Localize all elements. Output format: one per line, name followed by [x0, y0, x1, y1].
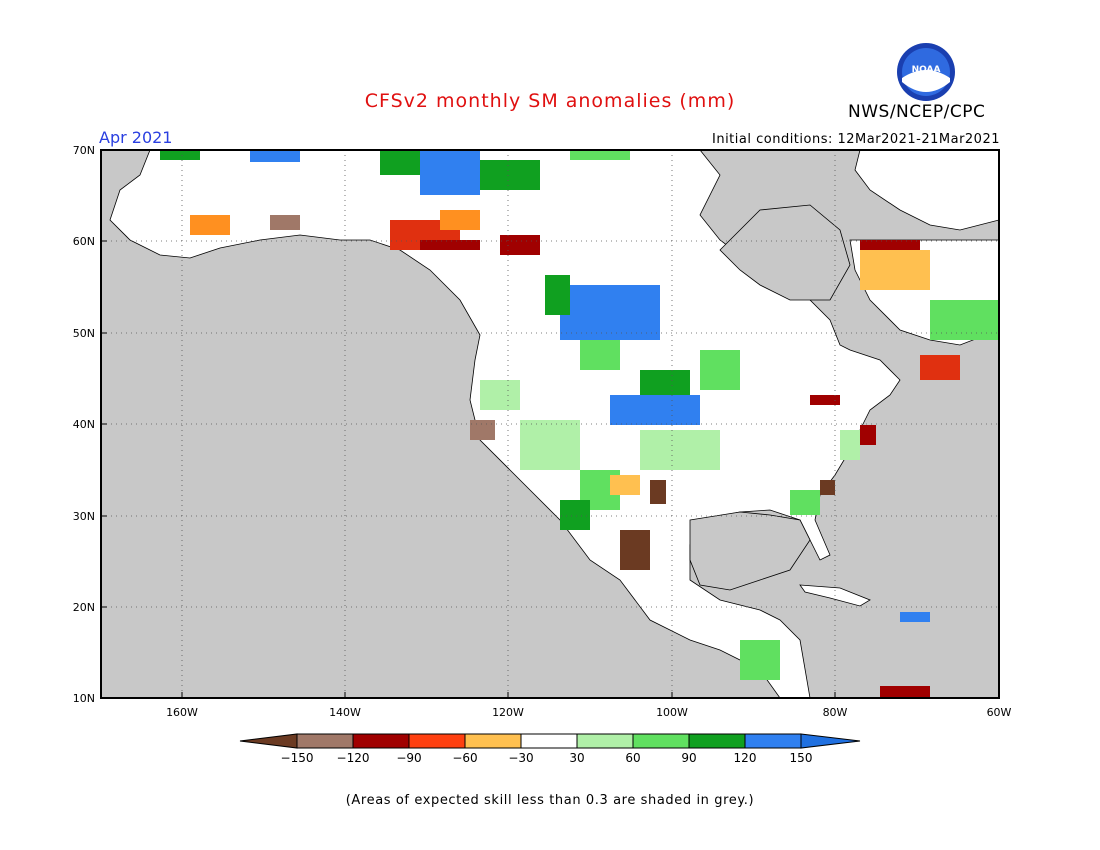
noaa-logo-icon: NOAA	[897, 43, 955, 101]
initial-conditions: Initial conditions: 12Mar2021-21Mar2021	[712, 132, 1000, 147]
colorbar-swatch	[352, 733, 410, 749]
colorbar-tick-label: −150	[281, 751, 314, 765]
colorbar-tick-label: −60	[452, 751, 477, 765]
colorbar-swatch	[744, 733, 802, 749]
organization-label: NWS/NCEP/CPC	[848, 102, 986, 122]
axis-ticks	[101, 149, 836, 698]
anomaly-cells	[160, 150, 999, 698]
colorbar-swatch	[296, 733, 354, 749]
colorbar-arrow-left	[239, 733, 298, 749]
colorbar: −150 −120 −90 −60 −30 30 60 90 120 150	[239, 733, 861, 765]
gulf-of-mexico	[689, 511, 811, 591]
lon-label: 160W	[166, 706, 198, 719]
skill-note: (Areas of expected skill less than 0.3 a…	[345, 793, 755, 808]
colorbar-swatch	[520, 733, 578, 749]
colorbar-tick-label: 60	[625, 751, 640, 765]
lon-label: 100W	[656, 706, 688, 719]
lat-label: 70N	[73, 144, 95, 157]
lon-label: 60W	[987, 706, 1012, 719]
lat-label: 40N	[73, 418, 95, 431]
lat-label: 20N	[73, 601, 95, 614]
colorbar-tick-label: 120	[734, 751, 757, 765]
chart-title: CFSv2 monthly SM anomalies (mm)	[364, 90, 736, 112]
lon-label: 140W	[329, 706, 361, 719]
latitude-labels: 70N 60N 50N 40N 30N 20N 10N	[73, 144, 95, 705]
logo-text: NOAA	[912, 65, 941, 75]
hudson-bay	[719, 204, 851, 301]
colorbar-swatch	[576, 733, 634, 749]
land-north-america	[109, 150, 901, 698]
colorbar-tick-label: −30	[508, 751, 533, 765]
lon-label: 120W	[492, 706, 524, 719]
colorbar-tick-label: −120	[337, 751, 370, 765]
colorbar-swatch	[464, 733, 522, 749]
lat-label: 60N	[73, 235, 95, 248]
colorbar-tick-label: 30	[569, 751, 584, 765]
longitude-labels: 160W 140W 120W 100W 80W 60W	[166, 706, 1011, 719]
colorbar-arrow-right	[800, 733, 861, 749]
colorbar-tick-label: −90	[396, 751, 421, 765]
lat-label: 50N	[73, 327, 95, 340]
colorbar-swatch	[632, 733, 690, 749]
land-greenland	[854, 150, 999, 231]
lon-label: 80W	[823, 706, 848, 719]
colorbar-swatch	[688, 733, 746, 749]
lat-label: 10N	[73, 692, 95, 705]
colorbar-swatch	[408, 733, 466, 749]
colorbar-tick-label: 90	[681, 751, 696, 765]
lat-label: 30N	[73, 510, 95, 523]
forecast-month: Apr 2021	[99, 128, 173, 147]
colorbar-tick-label: 150	[790, 751, 813, 765]
